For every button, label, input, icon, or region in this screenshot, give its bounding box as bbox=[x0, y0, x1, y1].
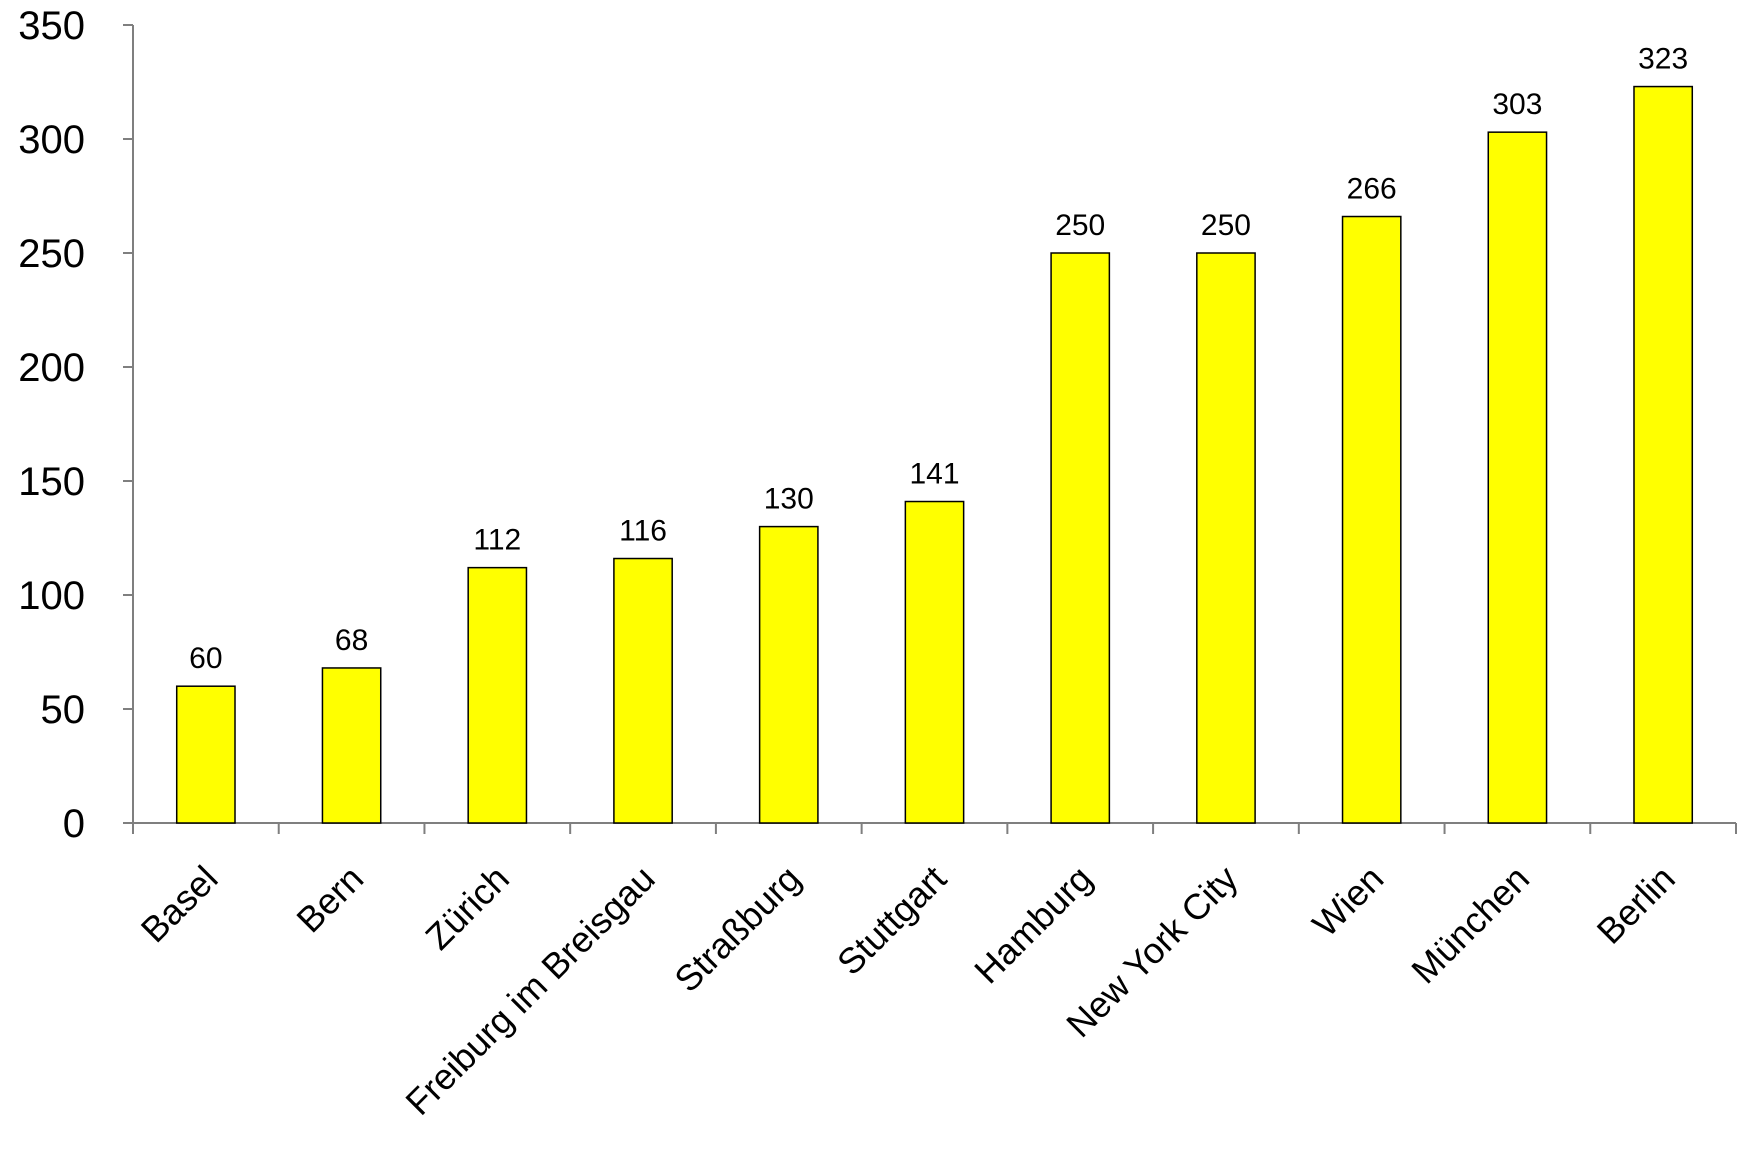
bar bbox=[758, 525, 819, 824]
bar bbox=[613, 557, 673, 824]
bar bbox=[1196, 252, 1256, 824]
x-tick-label: Bern bbox=[288, 858, 371, 941]
bar bbox=[321, 667, 382, 824]
x-tick-label: Hamburg bbox=[966, 858, 1100, 992]
y-tick-label: 50 bbox=[41, 688, 86, 732]
bar bbox=[904, 500, 965, 824]
bar bbox=[1341, 215, 1402, 824]
x-tick-label: Zürich bbox=[417, 858, 517, 958]
y-tick-label: 150 bbox=[18, 460, 85, 504]
bar bbox=[467, 566, 528, 824]
y-tick-label: 100 bbox=[18, 574, 85, 618]
y-tick-label: 350 bbox=[18, 4, 85, 48]
bar bbox=[1050, 252, 1111, 824]
data-label: 68 bbox=[335, 624, 368, 657]
data-label: 112 bbox=[473, 524, 521, 557]
y-tick-label: 300 bbox=[18, 118, 85, 162]
x-tick-label: Straßburg bbox=[666, 858, 808, 1000]
x-tick-label: Basel bbox=[133, 858, 226, 951]
data-label: 323 bbox=[1638, 43, 1688, 76]
x-tick-label: Wien bbox=[1304, 858, 1391, 945]
x-tick-label: Freiburg im Breisgau bbox=[397, 858, 662, 1123]
x-tick-label: Stuttgart bbox=[829, 858, 954, 983]
data-label: 303 bbox=[1492, 88, 1542, 121]
x-tick-label: Berlin bbox=[1589, 858, 1683, 952]
bar bbox=[1633, 85, 1694, 824]
data-label: 116 bbox=[619, 515, 667, 548]
data-label: 130 bbox=[764, 483, 814, 516]
bar bbox=[175, 685, 236, 824]
data-label: 60 bbox=[189, 642, 222, 675]
data-label: 141 bbox=[909, 458, 959, 491]
data-label: 250 bbox=[1055, 209, 1105, 242]
data-label: 266 bbox=[1347, 173, 1397, 206]
y-tick-label: 200 bbox=[18, 346, 85, 390]
y-tick-label: 250 bbox=[18, 232, 85, 276]
y-tick-label: 0 bbox=[63, 802, 85, 846]
bar bbox=[1487, 131, 1548, 824]
x-tick-label: München bbox=[1403, 858, 1537, 992]
data-label: 250 bbox=[1201, 209, 1251, 242]
